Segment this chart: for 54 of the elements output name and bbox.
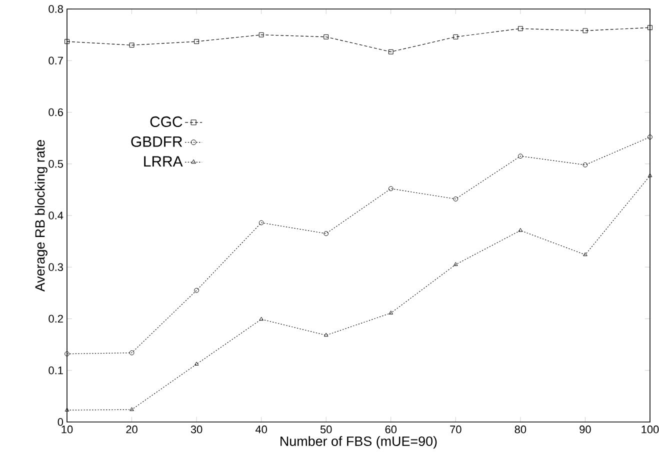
point bbox=[388, 310, 394, 314]
point bbox=[518, 26, 523, 32]
point bbox=[582, 28, 588, 34]
y-tick-label: 0.5 bbox=[48, 160, 64, 168]
point bbox=[454, 262, 458, 266]
x-tick-label: 70 bbox=[450, 426, 462, 434]
point bbox=[324, 332, 328, 337]
point bbox=[648, 173, 652, 178]
x-tick-label: 40 bbox=[255, 426, 267, 434]
point bbox=[518, 154, 523, 159]
x-tick-label: 100 bbox=[642, 426, 659, 434]
point bbox=[64, 351, 70, 356]
point bbox=[388, 49, 394, 54]
point bbox=[130, 407, 134, 411]
y-tick-label: 0.4 bbox=[48, 212, 64, 220]
point bbox=[324, 231, 329, 236]
x-tick-label: 30 bbox=[190, 426, 202, 434]
point bbox=[64, 408, 70, 412]
x-tick-label: 60 bbox=[385, 426, 397, 434]
point bbox=[129, 350, 134, 356]
point bbox=[129, 42, 134, 48]
point bbox=[648, 134, 652, 140]
point bbox=[453, 196, 458, 202]
y-tick-label: 0.2 bbox=[48, 314, 63, 323]
y-tick-label: 0.6 bbox=[48, 108, 63, 116]
y-tick-label: 0 bbox=[58, 418, 64, 426]
point bbox=[258, 220, 264, 226]
legend-label: LRRA bbox=[144, 156, 183, 167]
point bbox=[258, 32, 264, 38]
point bbox=[583, 252, 588, 256]
x-tick-label: 80 bbox=[514, 426, 526, 434]
point bbox=[194, 288, 199, 293]
y-axis-title: Average RB blocking rate bbox=[34, 140, 48, 292]
point bbox=[388, 186, 394, 192]
x-tick-label: 50 bbox=[320, 426, 332, 434]
point bbox=[194, 39, 199, 44]
point bbox=[64, 39, 70, 44]
x-tick-label: 90 bbox=[580, 426, 591, 434]
point bbox=[259, 316, 264, 321]
x-axis-title: Number of FBS (mUE=90) bbox=[280, 436, 437, 449]
y-tick-label: 0.7 bbox=[48, 56, 63, 65]
x-tick-label: 10 bbox=[62, 426, 73, 434]
point bbox=[648, 25, 652, 30]
y-tick-label: 0.1 bbox=[48, 366, 63, 374]
point bbox=[518, 228, 523, 232]
legend-label: GBDFR bbox=[131, 136, 182, 147]
y-tick-label: 0.3 bbox=[48, 263, 63, 272]
legend-label: CGC bbox=[150, 116, 182, 128]
point bbox=[582, 162, 588, 168]
point bbox=[324, 34, 329, 40]
y-tick-label: 0.8 bbox=[48, 5, 63, 13]
point bbox=[194, 362, 199, 366]
point bbox=[453, 34, 458, 40]
x-tick-label: 20 bbox=[126, 426, 138, 434]
